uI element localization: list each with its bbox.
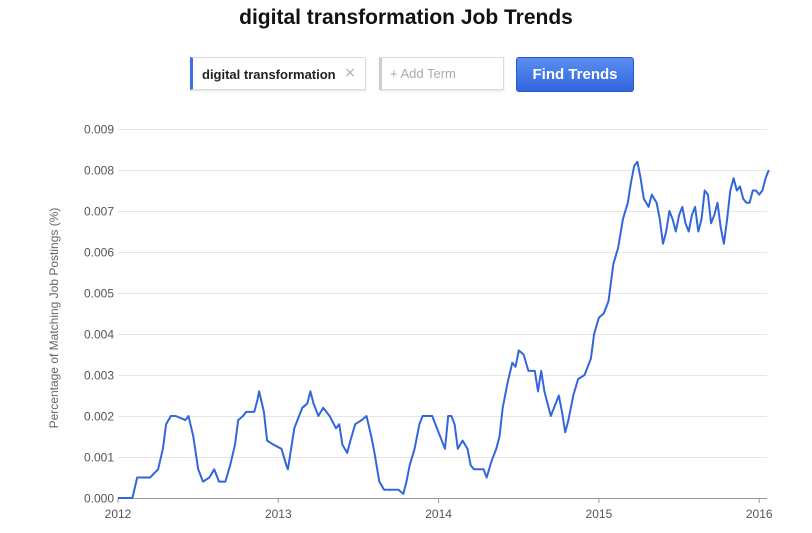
- y-tick-label: 0.000: [84, 492, 114, 506]
- close-icon[interactable]: ×: [344, 65, 356, 81]
- x-tick-label: 2014: [425, 507, 452, 521]
- find-trends-button[interactable]: Find Trends: [516, 57, 634, 92]
- add-term-input[interactable]: [382, 58, 502, 89]
- y-tick-label: 0.006: [84, 246, 114, 260]
- series-line: [118, 160, 770, 499]
- x-axis-ticks: 2012 2013 2014 2015 2016: [105, 498, 773, 521]
- y-tick-label: 0.005: [84, 287, 114, 301]
- x-tick-label: 2013: [265, 507, 292, 521]
- chart-gridlines: [118, 129, 767, 458]
- y-tick-label: 0.004: [84, 328, 114, 342]
- y-tick-label: 0.001: [84, 451, 114, 465]
- y-tick-label: 0.003: [84, 369, 114, 383]
- search-term-chip[interactable]: digital transformation ×: [190, 57, 366, 90]
- x-tick-label: 2012: [105, 507, 132, 521]
- y-tick-label: 0.008: [84, 164, 114, 178]
- x-tick-label: 2015: [586, 507, 613, 521]
- y-tick-label: 0.009: [84, 123, 114, 137]
- y-tick-label: 0.002: [84, 410, 114, 424]
- y-axis-label: Percentage of Matching Job Postings (%): [47, 208, 61, 429]
- y-axis-ticks: 0.000 0.001 0.002 0.003 0.004 0.005 0.006 0.007…: [84, 123, 114, 506]
- page-title: digital transformation Job Trends: [239, 6, 573, 29]
- x-tick-label: 2016: [746, 507, 773, 521]
- add-term-field[interactable]: [379, 57, 504, 90]
- search-term-label: digital transformation: [202, 67, 336, 82]
- chart-series: [118, 160, 770, 499]
- y-tick-label: 0.007: [84, 205, 114, 219]
